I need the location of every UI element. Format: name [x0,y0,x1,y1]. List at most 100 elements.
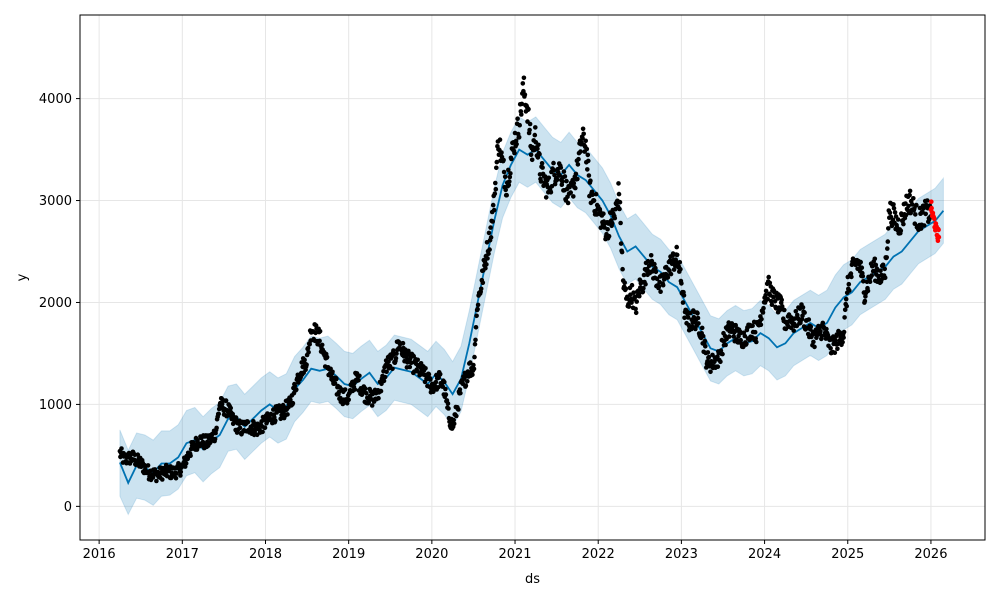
x-tick-label: 2017 [166,547,199,562]
observed-point [473,337,478,343]
y-tick-label: 0 [64,500,72,515]
observed-point [564,178,569,184]
observed-point [483,265,488,271]
observed-point [623,286,629,292]
observed-point [443,392,449,397]
observed-point [618,241,624,246]
observed-point [668,271,674,277]
observed-point [759,316,764,322]
observed-point [471,366,477,372]
observed-point [695,311,700,316]
observed-point [565,200,571,206]
observed-point [364,390,369,396]
observed-point [921,223,927,228]
x-axis-label: ds [525,572,540,587]
observed-point [237,425,243,431]
observed-point [446,406,451,411]
observed-point [882,266,887,272]
observed-point [872,256,878,262]
observed-point [532,132,538,138]
observed-point [516,134,522,140]
observed-point [319,342,325,348]
observed-point [575,176,580,182]
observed-point [617,199,623,205]
observed-point [528,152,534,158]
observed-point [219,401,225,407]
observed-point [637,293,642,299]
observed-point [490,202,496,208]
observed-point [598,225,604,230]
observed-point [913,212,918,217]
observed-point [546,175,552,181]
observed-point [884,255,889,260]
observed-point [811,339,816,345]
observed-point [384,369,389,375]
observed-point [652,261,657,267]
observed-point [763,288,769,294]
observed-point [499,150,504,155]
observed-point [560,179,565,184]
observed-point [178,469,184,475]
observed-point [750,323,755,329]
observed-point [606,233,612,239]
holdout-point [929,199,934,204]
observed-point [800,305,806,310]
observed-point [471,362,476,368]
observed-point [703,344,708,349]
observed-point [506,182,512,188]
observed-point [846,281,852,287]
observed-point [154,478,159,484]
observed-point [760,310,766,315]
observed-point [514,141,519,147]
x-axis-ticks: 2016 2017 2018 2019 2020 2021 2022 2023 2024 2025… [83,540,947,562]
observed-point [442,379,447,385]
observed-point [488,225,493,230]
observed-point [490,219,496,224]
observed-point [437,371,443,377]
observed-point [391,348,396,353]
observed-point [820,320,826,326]
observed-point [609,221,615,226]
observed-point [376,395,381,401]
observed-point [633,310,639,316]
observed-point [618,220,623,226]
observed-point [346,397,352,403]
observed-point [580,126,586,132]
observed-point [549,184,555,189]
holdout-points [928,199,942,243]
observed-point [543,195,549,200]
observed-point [520,81,526,86]
observed-point [685,315,691,320]
observed-point [620,266,625,272]
observed-point [885,246,890,251]
observed-point [843,296,849,302]
observed-point [793,309,799,314]
observed-point [304,362,309,368]
observed-points [117,75,933,484]
observed-point [562,174,568,179]
observed-point [580,136,585,141]
observed-point [538,179,544,184]
observed-point [494,165,499,171]
observed-point [860,274,866,279]
observed-point [135,452,141,458]
observed-point [472,341,478,347]
observed-point [584,146,590,152]
observed-point [738,337,743,343]
observed-point [583,138,588,144]
observed-point [641,272,647,278]
observed-point [507,179,512,184]
observed-point [487,247,492,252]
observed-point [288,397,293,403]
observed-point [515,116,520,121]
observed-point [537,151,542,157]
forecast-line [119,148,945,486]
observed-point [753,336,758,341]
holdout-point [932,216,937,222]
observed-point [378,388,384,394]
observed-point [861,279,866,284]
observed-point [456,407,461,412]
observed-point [330,369,335,375]
observed-point [433,379,439,385]
observed-point [858,259,863,265]
